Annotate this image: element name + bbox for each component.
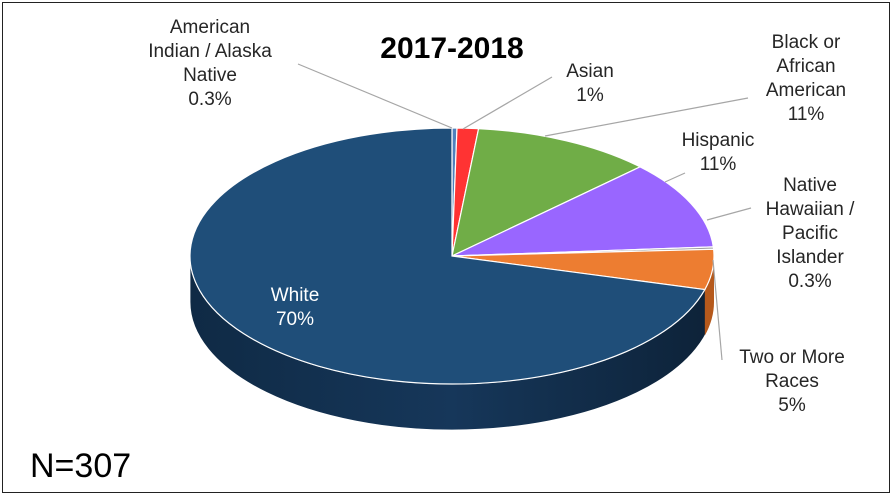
slice-label: Two or More Races 5% [739, 347, 845, 416]
chart-title: 2017-2018 [380, 32, 523, 65]
slice-label: Hispanic 11% [682, 130, 755, 175]
slice-label: Native Hawaiian / Pacific Islander 0.3% [766, 175, 855, 292]
leader-line [462, 76, 553, 130]
pie-top-face [189, 127, 715, 385]
pie-slice [451, 128, 642, 258]
leader-line [712, 259, 723, 361]
leader-line [664, 172, 686, 183]
pie-side-slice [704, 256, 714, 336]
slice-label: White 70% [271, 285, 320, 330]
leader-line [706, 207, 752, 221]
pie-slice [451, 166, 715, 257]
slice-label: Black or African American 11% [766, 32, 846, 125]
leader-lines [297, 63, 752, 361]
leader-line [297, 63, 453, 129]
slice-label: Asian 1% [566, 61, 614, 106]
slice-label: American Indian / Alaska Native 0.3% [148, 17, 272, 110]
sample-size-note: N=307 [30, 447, 131, 485]
leader-line [544, 97, 749, 137]
slice-labels: American Indian / Alaska Native 0.3% Asian 1%… [148, 17, 855, 416]
pie-slice [189, 127, 706, 385]
